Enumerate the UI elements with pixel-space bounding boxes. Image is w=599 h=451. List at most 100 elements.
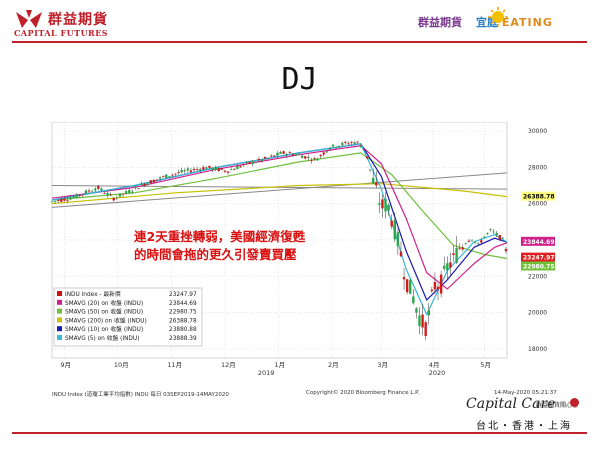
x-tick-label: 12月 xyxy=(221,361,236,369)
y-tick-label: 30000 xyxy=(528,128,547,135)
legend-value: 22980.75 xyxy=(169,310,197,316)
candle-down xyxy=(189,170,193,173)
right-label-box xyxy=(521,261,555,271)
candle-up xyxy=(72,196,75,198)
candle-up xyxy=(146,183,149,185)
candle-up xyxy=(368,169,372,171)
right-label-text: 26388.78 xyxy=(523,194,555,201)
candle-up xyxy=(446,263,449,271)
candle-down xyxy=(449,262,452,268)
company-name-en: CAPITAL FUTURES xyxy=(14,28,109,38)
candle-up xyxy=(214,167,217,170)
legend-swatch xyxy=(57,308,62,314)
candle-down xyxy=(263,157,267,159)
legend-swatch xyxy=(57,291,62,296)
capital-logo-icon xyxy=(16,10,42,28)
candle-down xyxy=(288,152,291,154)
candle-down xyxy=(171,174,174,176)
candle-down xyxy=(498,235,501,240)
candle-up xyxy=(124,191,128,193)
legend-swatch xyxy=(57,317,62,323)
candle-down xyxy=(161,176,165,178)
candle-up xyxy=(69,198,72,200)
candle-up xyxy=(180,169,183,173)
right-value-labels: 26388.78 23844.69 23247.97 22980.75 xyxy=(521,191,555,271)
candle-up xyxy=(276,152,279,156)
candle-down xyxy=(480,240,483,243)
candle-up xyxy=(316,159,319,161)
candle-down xyxy=(344,141,347,143)
candle-down xyxy=(421,314,424,328)
candle-up xyxy=(492,231,495,233)
candle-up xyxy=(285,153,288,156)
sma-line-200 xyxy=(51,183,508,205)
candle-up xyxy=(165,174,168,179)
candle-down xyxy=(195,169,199,170)
x-tick-label: 11月 xyxy=(167,361,182,369)
candle-up xyxy=(483,236,486,238)
timestamp-text: 14-May-2020 05:21:37 xyxy=(494,390,557,396)
brand-sub: 群益期貨關心您 xyxy=(536,402,579,409)
candle-down xyxy=(149,180,153,184)
y-tick-label: 18000 xyxy=(528,346,547,353)
legend-label: INDU Index - 最新價 xyxy=(65,290,121,298)
annotation-line1: 連2天重挫轉弱，美國經濟復甦 xyxy=(134,229,306,244)
candle-up xyxy=(489,229,492,231)
legend-swatch xyxy=(57,326,62,332)
candle-down xyxy=(87,190,91,192)
header-divider xyxy=(12,41,587,43)
chart-grid xyxy=(51,122,508,359)
y-tick-label: 22000 xyxy=(528,273,547,280)
candle-up xyxy=(84,190,88,194)
candle-down xyxy=(399,251,403,257)
candle-down xyxy=(60,199,63,202)
legend-label: SMAVG (200) on 收盤 (INDU) xyxy=(65,316,147,324)
candle-up xyxy=(186,168,190,171)
right-label-text: 23247.97 xyxy=(523,255,555,262)
candle-down xyxy=(233,168,236,170)
brand-heart-icon xyxy=(570,398,579,407)
candle-down xyxy=(430,289,434,292)
candle-up xyxy=(359,145,363,148)
candle-up xyxy=(412,296,415,304)
candle-down xyxy=(63,198,66,201)
year-label-2019: 2019 xyxy=(258,369,275,377)
candle-down xyxy=(319,154,322,157)
candle-up xyxy=(90,190,94,192)
candle-down xyxy=(439,274,443,294)
right-label-text: 22980.75 xyxy=(523,264,555,271)
candle-up xyxy=(128,190,131,194)
y-tick-label: 28000 xyxy=(528,164,547,171)
slogan-part1: 群益期貨 xyxy=(418,16,462,29)
candle-up xyxy=(251,161,254,165)
candle-down xyxy=(461,247,464,250)
candle-down xyxy=(467,240,471,242)
candle-down xyxy=(362,148,366,150)
annotation: 連2天重挫轉弱，美國經濟復甦 的時間會拖的更久引發賣買壓 xyxy=(134,229,306,262)
candle-down xyxy=(248,161,251,164)
candle-down xyxy=(433,281,437,290)
company-name-zh: 群益期貨 xyxy=(48,12,108,28)
candle-up xyxy=(168,176,171,178)
candle-down xyxy=(282,151,285,154)
candle-down xyxy=(202,167,205,170)
candle-up xyxy=(50,201,54,203)
cities: 台北・香港・上海 xyxy=(476,421,572,432)
candle-up xyxy=(415,308,418,313)
candle-down xyxy=(208,165,211,168)
candle-up xyxy=(495,232,498,236)
year-label-2020: 2020 xyxy=(429,369,446,377)
slogan: 群益期貨 宜庭 EATING xyxy=(418,14,553,30)
candle-down xyxy=(220,168,224,170)
legend-value: 23880.88 xyxy=(169,327,197,333)
legend-value: 23844.69 xyxy=(169,301,197,307)
candle-up xyxy=(464,243,468,245)
candle-down xyxy=(78,194,81,196)
candle-up xyxy=(266,158,270,159)
candle-down xyxy=(291,154,295,156)
candle-up xyxy=(427,310,430,316)
candle-down xyxy=(304,156,307,159)
candle-up xyxy=(75,194,78,198)
candle-up xyxy=(409,279,412,294)
legend-value: 23247.97 xyxy=(169,292,197,298)
